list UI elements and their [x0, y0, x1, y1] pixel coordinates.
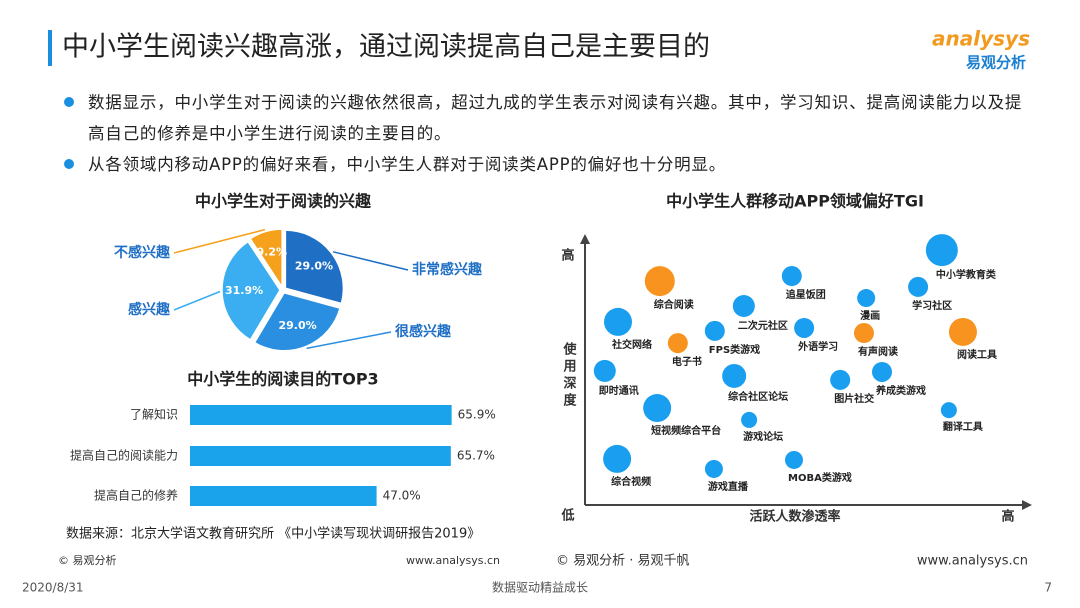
bubble: [643, 394, 672, 423]
bar: [190, 446, 451, 466]
bubble: [857, 289, 876, 308]
bubble-label: 短视频综合平台: [651, 424, 721, 437]
bubble: [667, 333, 688, 354]
bubble: [948, 317, 977, 346]
pie-slice: [253, 291, 341, 352]
title-bar: [48, 30, 52, 66]
footer-copyright: © 易观分析 · 易观千帆: [556, 554, 690, 569]
bubble-label: 翻译工具: [943, 420, 983, 433]
bubble-label: 综合社区论坛: [728, 390, 788, 403]
bubble-label: 图片社交: [834, 392, 874, 405]
pie-slice: [284, 229, 345, 305]
pie-title: 中小学生对于阅读的兴趣: [195, 192, 372, 211]
bar-value: 65.7%: [457, 449, 495, 463]
bar-value: 47.0%: [383, 489, 421, 503]
bullet: 从各领域内移动APP的偏好来看，中小学生人群对于阅读类APP的偏好也十分明显。: [88, 155, 727, 174]
y-arrow: [580, 234, 590, 244]
pie-slice: [221, 240, 281, 341]
bubble-label: 阅读工具: [957, 348, 997, 361]
bubble: [853, 323, 874, 344]
bubble: [644, 266, 675, 297]
bubble-label: 外语学习: [797, 340, 838, 353]
y-min-label: 低: [560, 508, 574, 524]
bubble: [604, 307, 632, 336]
bubble: [925, 234, 958, 267]
bar-category: 提高自己的修养: [94, 488, 178, 503]
bubble: [593, 359, 616, 382]
bubble-label: 游戏论坛: [743, 430, 783, 443]
bubble-label: 二次元社区: [738, 319, 788, 332]
bubble: [785, 450, 803, 469]
slogan: 数据驱动精益成长: [492, 580, 588, 595]
pie-category: 不感兴趣: [114, 244, 171, 261]
bubble: [603, 444, 632, 473]
bar-value: 65.9%: [458, 408, 496, 422]
pie-category: 很感兴趣: [395, 323, 452, 340]
bubble: [872, 361, 892, 382]
y-max-label: 高: [561, 248, 574, 264]
bubble: [741, 411, 758, 428]
scatter-title: 中小学生人群移动APP领域偏好TGI: [666, 192, 924, 211]
bubble: [781, 266, 802, 287]
slice-label: 29.0%: [278, 319, 316, 332]
bar: [190, 486, 377, 506]
date: 2020/8/31: [22, 581, 84, 595]
bubble: [704, 320, 725, 341]
x-max-label: 高: [1001, 509, 1014, 525]
leader-line: [173, 290, 221, 311]
bubble-label: 中小学教育类: [936, 268, 996, 281]
bubble: [704, 459, 723, 478]
logo-en: analysys: [932, 27, 1030, 51]
bubble: [940, 402, 957, 419]
pie-slice: [249, 228, 283, 290]
bubble-label: MOBA类游戏: [788, 471, 852, 484]
slice-label: 29.0%: [295, 259, 333, 272]
bullet: 数据显示，中小学生对于阅读的兴趣依然很高，超过九成的学生表示对阅读有兴趣。其中，…: [88, 93, 1023, 143]
bubble-label: 漫画: [860, 310, 880, 322]
footer-url: www.analysys.cn: [406, 554, 500, 567]
slice-label: 31.9%: [225, 284, 263, 297]
bubble-label: 追星饭团: [786, 288, 826, 301]
bubble: [732, 294, 755, 317]
source: 数据来源：北京大学语文教育研究所 《中小学读写现状调研报告2019》: [66, 526, 480, 542]
bar: [190, 405, 452, 425]
pie-category: 非常感兴趣: [412, 261, 483, 278]
bullet-dot: [64, 159, 74, 169]
bubble-label: 学习社区: [912, 299, 952, 312]
leader-line: [173, 228, 266, 254]
bubble: [722, 363, 747, 388]
slice-label: 9.2%: [257, 246, 288, 259]
bubble: [830, 369, 851, 390]
bubble-label: 综合视频: [611, 475, 651, 488]
page-number: 7: [1044, 581, 1052, 595]
logo-cn: 易观分析: [966, 54, 1026, 72]
leader-line: [332, 251, 409, 271]
x-axis-label: 活跃人数渗透率: [749, 509, 840, 525]
bubble-label: 社交网络: [611, 338, 652, 351]
footer-url: www.analysys.cn: [917, 554, 1028, 569]
bar-category: 提高自己的阅读能力: [70, 448, 178, 463]
bubble-label: 有声阅读: [858, 345, 898, 358]
bubble: [794, 317, 815, 338]
page-title: 中小学生阅读兴趣高涨，通过阅读提高自己是主要目的: [62, 32, 710, 63]
bubble-label: 电子书: [672, 355, 702, 368]
bullet-dot: [64, 97, 74, 107]
bubble: [908, 276, 929, 297]
leader-line: [306, 331, 392, 350]
bubble-label: FPS类游戏: [709, 343, 760, 356]
bar-title: 中小学生的阅读目的TOP3: [187, 370, 378, 389]
bubble-label: 即时通讯: [599, 384, 639, 397]
footer-copyright: © 易观分析: [58, 553, 117, 567]
x-arrow: [1022, 500, 1032, 510]
pie-category: 感兴趣: [128, 301, 171, 318]
bubble-label: 游戏直播: [708, 480, 749, 493]
y-axis-label: 使用深度: [561, 341, 578, 410]
bubble-label: 综合阅读: [654, 298, 694, 311]
bar-category: 了解知识: [130, 408, 178, 422]
bubble-label: 养成类游戏: [875, 384, 926, 397]
